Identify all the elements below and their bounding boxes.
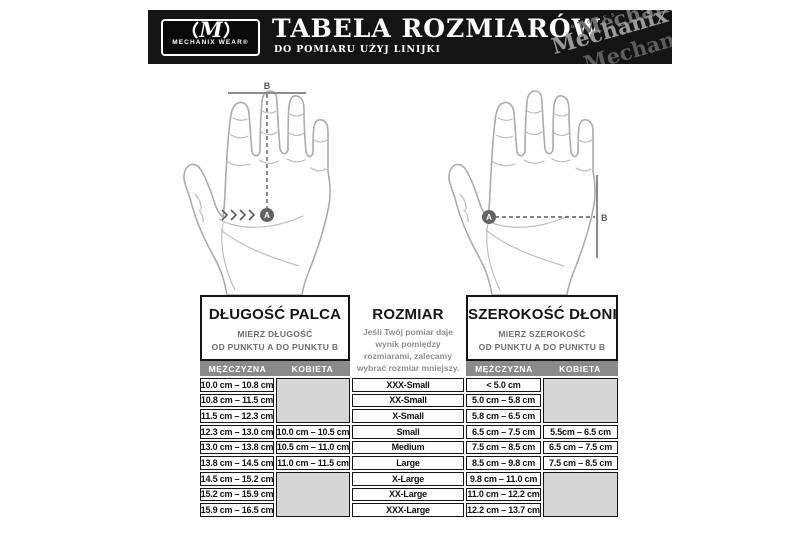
finger-length-hand-diagram: A B: [183, 81, 331, 295]
empty-block: [276, 472, 350, 517]
palm-width-rows: < 5.0 cm 5.0 cm – 5.8 cm 5.8 cm – 6.5 cm…: [466, 378, 618, 517]
cell-men-length: 15.9 cm – 16.5 cm: [200, 503, 274, 517]
cell-men-width: 5.0 cm – 5.8 cm: [466, 393, 541, 408]
cell-size: XX-Large: [352, 487, 464, 502]
point-a-label: A: [264, 211, 270, 220]
direction-chevrons-icon: [221, 209, 256, 221]
finger-length-section: DŁUGOŚĆ PALCA MIERZ DŁUGOŚĆ OD PUNKTU A …: [200, 295, 350, 517]
column-header-men: MĘŻCZYZNA: [475, 363, 533, 374]
logo-brand-text: MECHANIX WEAR®: [172, 39, 249, 46]
size-header: ROZMIAR Jeśli Twój pomiar daje wynik pom…: [352, 295, 464, 376]
palm-width-title: SZEROKOŚĆ DŁONI: [468, 306, 617, 323]
column-header-men: MĘŻCZYZNA: [208, 363, 267, 374]
cell-size: Large: [352, 456, 464, 470]
cell-women-length: 10.0 cm – 10.5 cm: [276, 425, 350, 439]
cell-men-width: 6.5 cm – 7.5 cm: [466, 425, 541, 439]
cell-size: XX-Small: [352, 393, 464, 408]
size-section: ROZMIAR Jeśli Twój pomiar daje wynik pom…: [352, 295, 464, 517]
mechanix-logo: M MECHANIX WEAR®: [161, 19, 260, 56]
column-header-women: KOBIETA: [291, 363, 334, 374]
empty-block: [543, 378, 618, 423]
cell-men-length: 15.2 cm – 15.9 cm: [200, 487, 274, 502]
cell-men-length: 11.5 cm – 12.3 cm: [200, 409, 274, 423]
point-b-label: B: [601, 213, 608, 223]
cell-men-width: 8.5 cm – 9.8 cm: [466, 456, 541, 470]
cell-men-length: 12.3 cm – 13.0 cm: [200, 425, 274, 439]
point-b-label: B: [264, 81, 271, 91]
size-table: DŁUGOŚĆ PALCA MIERZ DŁUGOŚĆ OD PUNKTU A …: [200, 295, 618, 517]
cell-men-length: 14.5 cm – 15.2 cm: [200, 472, 274, 486]
cell-men-length: 13.0 cm – 13.8 cm: [200, 440, 274, 455]
svg-text:M: M: [198, 19, 223, 41]
cell-men-width: 5.8 cm – 6.5 cm: [466, 409, 541, 423]
cell-size: X-Small: [352, 409, 464, 423]
finger-length-title: DŁUGOŚĆ PALCA: [208, 306, 342, 323]
mechanix-m-icon: M: [192, 19, 229, 41]
finger-length-header: DŁUGOŚĆ PALCA MIERZ DŁUGOŚĆ OD PUNKTU A …: [200, 295, 350, 361]
empty-block: [543, 472, 618, 517]
cell-men-width: 9.8 cm – 11.0 cm: [466, 472, 541, 486]
finger-length-rows: 10.0 cm – 10.8 cm 10.8 cm – 11.5 cm 11.5…: [200, 378, 350, 517]
cell-women-length: 11.0 cm – 11.5 cm: [276, 456, 350, 470]
cell-men-length: 10.8 cm – 11.5 cm: [200, 393, 274, 408]
point-a-label: A: [486, 213, 492, 222]
page-subtitle: DO POMIARU UŻYJ LINIJKI: [274, 44, 441, 55]
palm-width-header: SZEROKOŚĆ DŁONI MIERZ SZEROKOŚĆ OD PUNKT…: [466, 295, 618, 361]
finger-length-subtitle: MIERZ DŁUGOŚĆ OD PUNKTU A DO PUNKTU B: [211, 329, 339, 352]
cell-size: XXX-Large: [352, 503, 464, 517]
cell-men-length: 13.8 cm – 14.5 cm: [200, 456, 274, 470]
palm-width-subtitle: MIERZ SZEROKOŚĆ OD PUNKTU A DO PUNKTU B: [478, 329, 606, 352]
cell-men-width: 11.0 cm – 12.2 cm: [466, 487, 541, 502]
point-a-marker: [260, 208, 274, 222]
cell-size: X-Large: [352, 472, 464, 486]
cell-men-width: < 5.0 cm: [466, 378, 541, 392]
size-title: ROZMIAR: [372, 306, 444, 323]
page-title: TABELA ROZMIARÓW: [272, 14, 601, 43]
cell-women-length: 10.5 cm – 11.0 cm: [276, 440, 350, 455]
empty-block: [276, 378, 350, 423]
header-bar: M MECHANIX WEAR® TABELA ROZMIARÓW DO POM…: [148, 10, 672, 64]
cell-men-width: 12.2 cm – 13.7 cm: [466, 503, 541, 517]
cell-size: XXX-Small: [352, 378, 464, 392]
palm-width-section: SZEROKOŚĆ DŁONI MIERZ SZEROKOŚĆ OD PUNKT…: [466, 295, 618, 517]
width-gender-bar: MĘŻCZYZNA KOBIETA: [466, 361, 618, 376]
palm-width-hand-diagram: A B: [448, 90, 608, 295]
cell-women-width: 7.5 cm – 8.5 cm: [543, 456, 618, 470]
cell-size: Medium: [352, 440, 464, 455]
brand-watermarks: Mechanix G L O V E S Mechanix Mechanix: [542, 10, 672, 64]
point-a-marker: [482, 210, 496, 224]
size-rows: XXX-Small XX-Small X-Small Small Medium …: [352, 378, 464, 517]
cell-men-width: 7.5 cm – 8.5 cm: [466, 440, 541, 455]
finger-gender-bar: MĘŻCZYZNA KOBIETA: [200, 361, 350, 376]
cell-size: Small: [352, 425, 464, 439]
size-note: Jeśli Twój pomiar daje wynik pomiędzy ro…: [356, 327, 460, 373]
cell-women-width: 6.5 cm – 7.5 cm: [543, 440, 618, 455]
column-header-women: KOBIETA: [559, 363, 601, 374]
header-title-block: TABELA ROZMIARÓW DO POMIARU UŻYJ LINIJKI: [272, 14, 601, 55]
cell-women-width: 5.5cm – 6.5 cm: [543, 425, 618, 439]
cell-men-length: 10.0 cm – 10.8 cm: [200, 378, 274, 392]
